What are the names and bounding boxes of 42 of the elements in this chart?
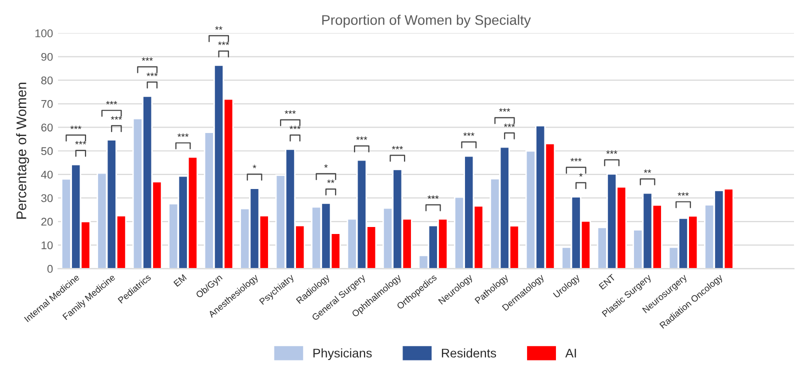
y-tick-label: 30	[41, 194, 53, 202]
annotation: **	[327, 180, 334, 184]
chart-title: Proportion of Women by Specialty	[322, 14, 531, 28]
y-tick-label: 80	[41, 76, 53, 84]
annotation: ***	[110, 116, 122, 120]
legend-label: Residents	[442, 348, 496, 358]
x-tick-label: EM	[173, 274, 187, 287]
annotation: ***	[106, 100, 118, 104]
annotation: ***	[570, 158, 582, 162]
legend-label: Physicians	[313, 348, 372, 360]
annotation: ***	[70, 126, 82, 130]
y-tick-label: 90	[41, 52, 53, 61]
annotation: ***	[218, 42, 230, 46]
y-tick-label: 40	[41, 170, 53, 179]
y-tick-label: 50	[41, 147, 53, 156]
annotation: ***	[290, 126, 301, 130]
y-tick-label: 70	[41, 100, 53, 108]
y-tick-label: 60	[41, 124, 53, 132]
annotation: ***	[428, 195, 439, 199]
annotation: ***	[606, 150, 618, 154]
annotation: ***	[499, 108, 510, 112]
y-axis-title: Percentage of Women	[16, 82, 30, 219]
annotation: ***	[284, 110, 296, 114]
annotation: ***	[75, 140, 86, 144]
y-tick-label: 0	[47, 264, 53, 273]
y-tick-label: 100	[35, 29, 53, 38]
annotation: *	[252, 164, 256, 168]
annotation: ***	[142, 57, 153, 61]
annotation: *	[579, 173, 583, 177]
annotation: ***	[356, 136, 368, 140]
annotation: **	[644, 169, 652, 173]
annotation: ***	[178, 133, 189, 137]
y-tick-label: 20	[41, 218, 53, 226]
annotation: ***	[146, 72, 158, 76]
text: **	[215, 26, 222, 30]
annotation: *	[324, 164, 328, 168]
y-tick-label: 10	[42, 241, 53, 250]
legend-label: AI	[565, 348, 576, 358]
annotation: ***	[463, 132, 474, 136]
annotation: ***	[678, 192, 689, 196]
annotation: ***	[392, 146, 403, 150]
annotation: ***	[504, 124, 515, 127]
